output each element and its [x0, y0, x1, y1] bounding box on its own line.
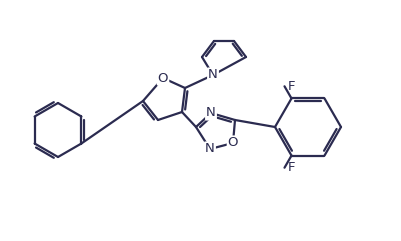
Text: N: N: [208, 68, 217, 81]
Text: O: O: [227, 136, 238, 149]
Text: O: O: [157, 72, 168, 85]
Text: N: N: [206, 107, 215, 120]
Text: F: F: [287, 80, 294, 93]
Text: N: N: [205, 142, 215, 155]
Text: F: F: [287, 161, 294, 174]
